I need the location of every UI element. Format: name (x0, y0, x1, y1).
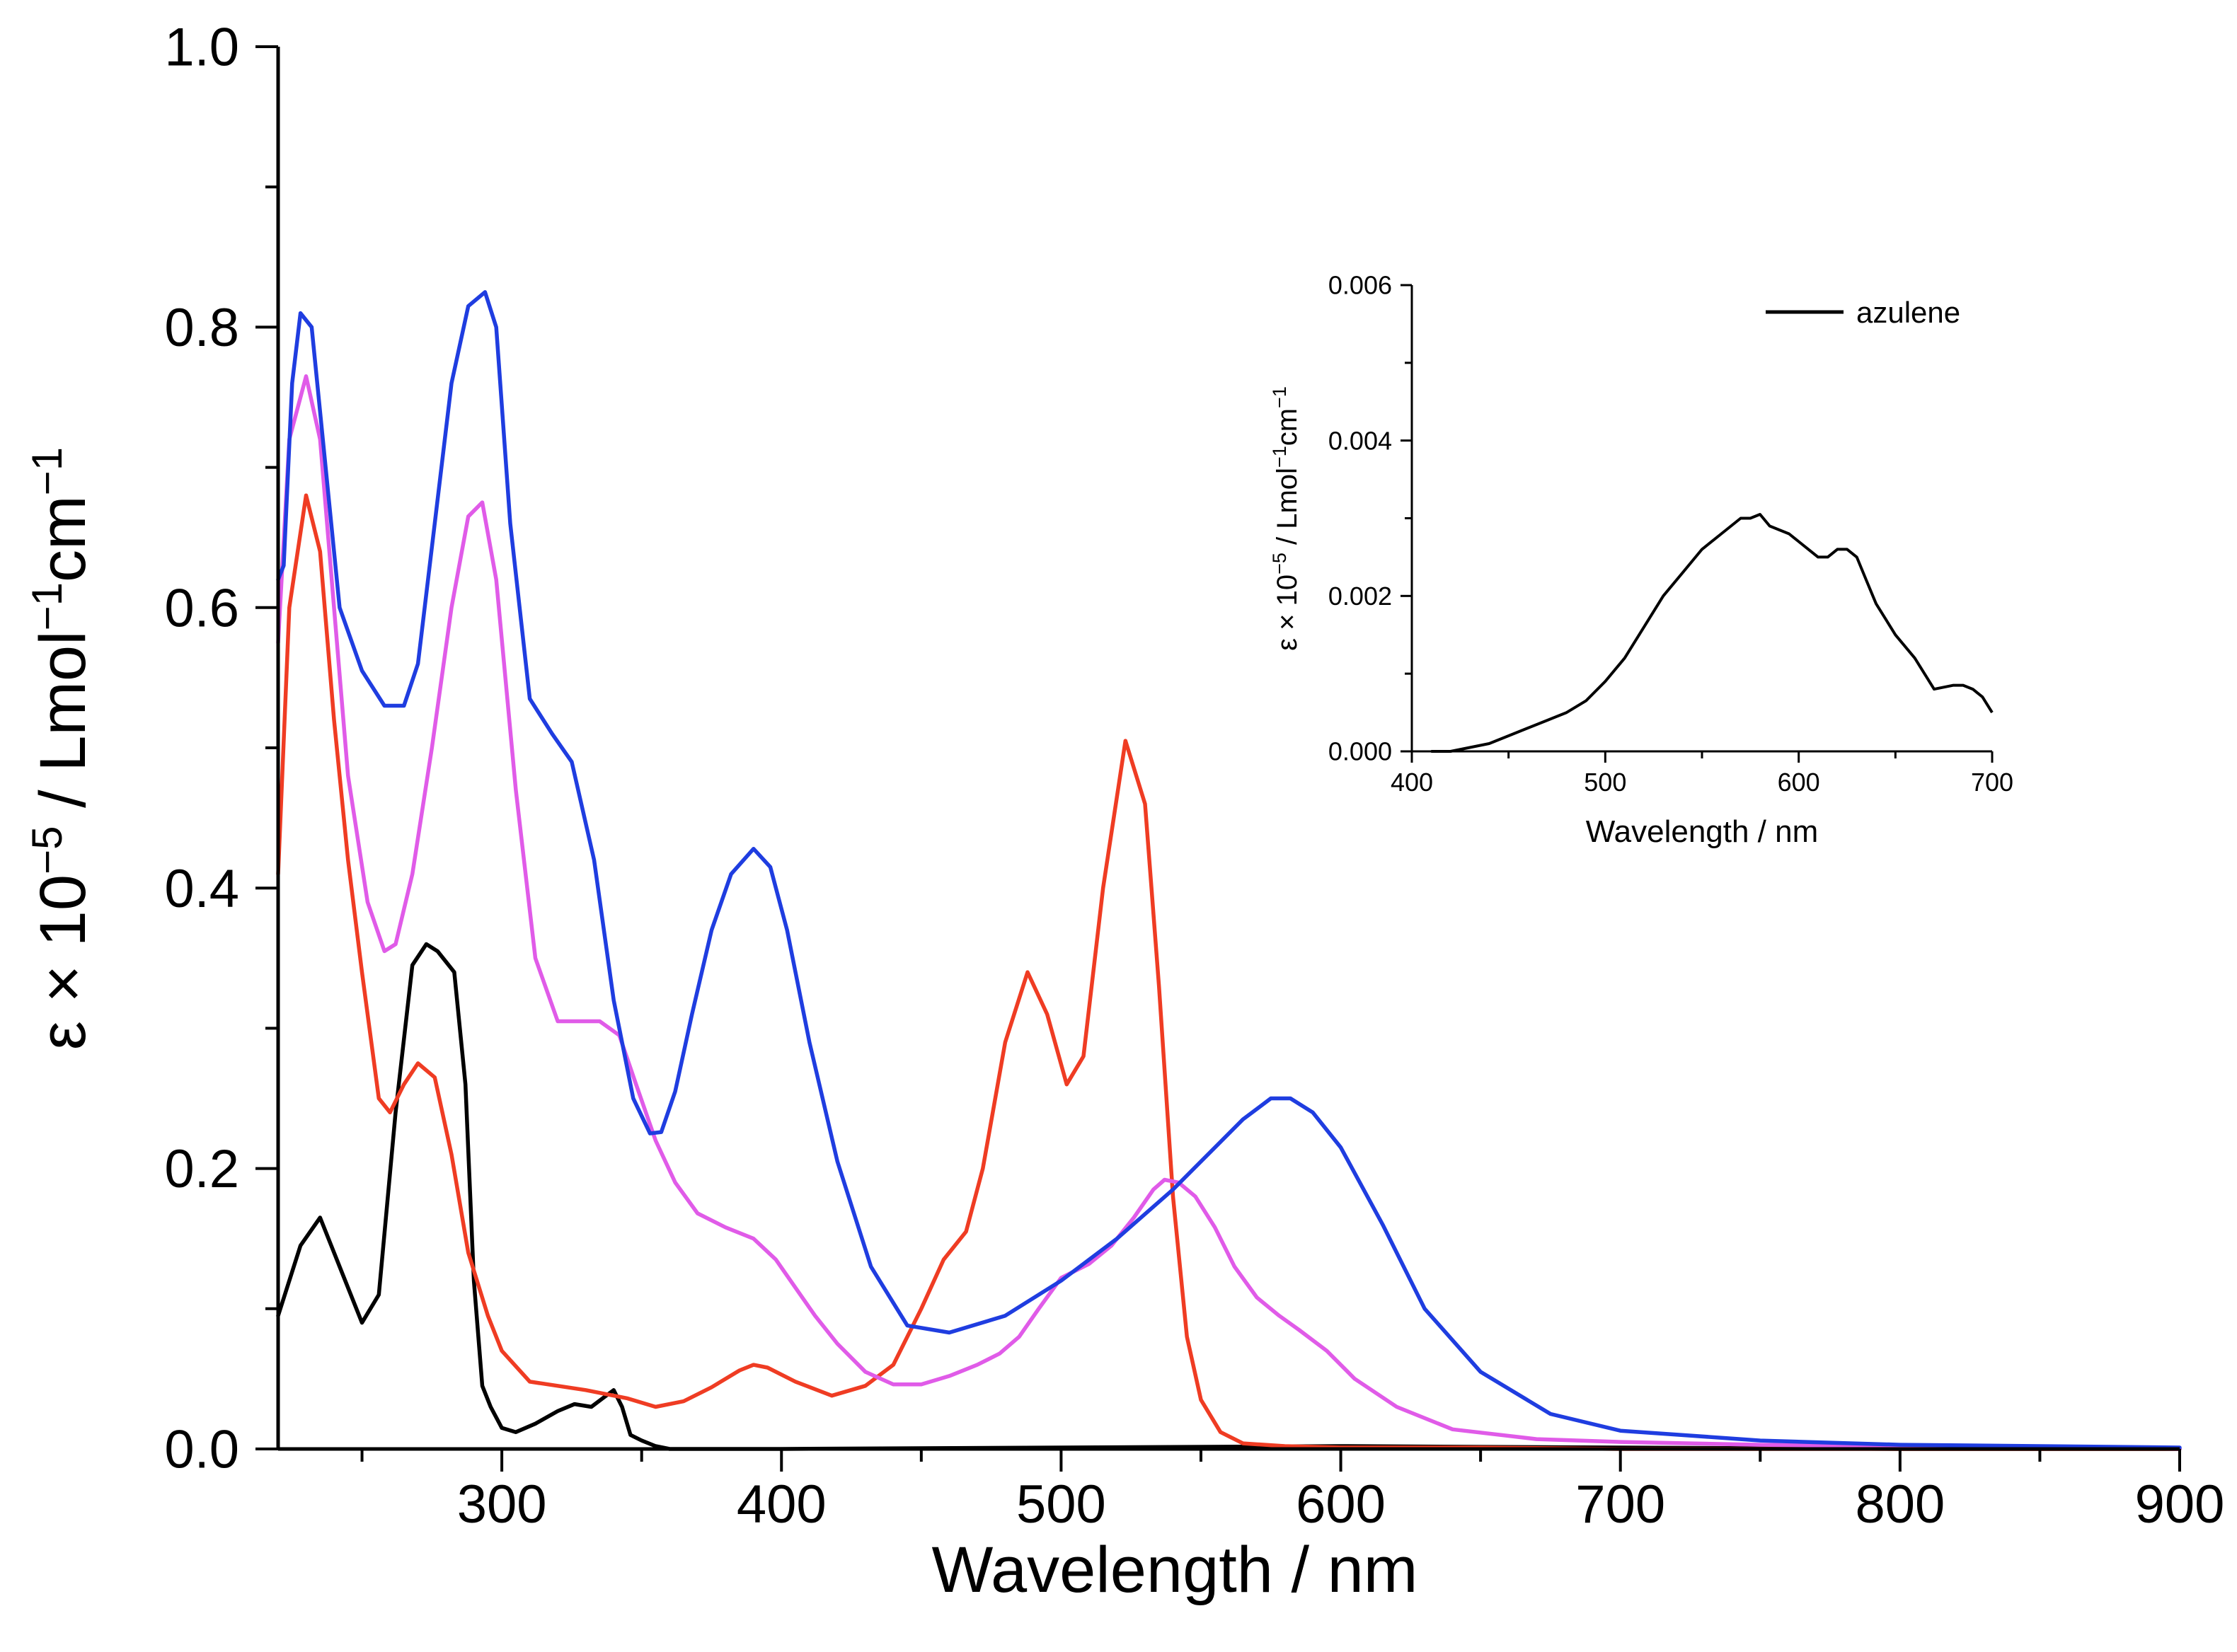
x-tick-label: 500 (1584, 768, 1626, 797)
x-tick-label: 600 (1778, 768, 1820, 797)
main-x-axis-label: Wavelength / nm (932, 1534, 1418, 1606)
inset-y-label-part: ε × 10 (1272, 574, 1303, 651)
series-line-magenta (276, 374, 2182, 1451)
inset-x-ticks: 400 500 600 700 (1391, 751, 2013, 797)
inset-y-label-part: cm (1272, 408, 1303, 446)
inset-plot: 400 500 600 700 0.000 0.002 0.004 0.006 Wavele… (1269, 271, 2013, 849)
x-tick-label: 700 (1575, 1474, 1665, 1535)
main-series-group (276, 290, 2182, 1451)
y-tick-label: 0.002 (1328, 582, 1392, 611)
series-line-azulene (1431, 513, 1994, 753)
y-label-part: / Lmol (27, 630, 99, 826)
series-line-red (276, 493, 2182, 1451)
y-tick-label: 0.004 (1328, 426, 1392, 455)
main-y-axis-label: ε × 10−5 / Lmol−1cm−1 (23, 447, 100, 1050)
y-label-sup: −1 (23, 447, 71, 495)
main-plot: 300 400 500 600 700 800 900 0.0 0.2 0.4 0.6 0.8 1.0… (23, 18, 2225, 1606)
y-tick-label: 0.006 (1328, 271, 1392, 300)
inset-y-axis-label: ε × 10−5 / Lmol−1cm−1 (1269, 386, 1303, 651)
x-tick-label: 400 (1391, 768, 1433, 797)
x-tick-label: 300 (457, 1474, 547, 1535)
main-x-ticks: 300 400 500 600 700 800 900 (360, 1449, 2225, 1535)
series-line-blue (276, 290, 2182, 1450)
y-tick-label: 0.8 (164, 298, 239, 358)
inset-y-label-sup: −5 (1269, 553, 1290, 574)
inset-y-label-part: / Lmol (1272, 468, 1303, 553)
y-tick-label: 0.000 (1328, 737, 1392, 766)
y-tick-label: 0.4 (164, 859, 239, 919)
x-tick-label: 400 (737, 1474, 827, 1535)
inset-y-label-sup: −1 (1269, 386, 1290, 408)
y-label-sup: −1 (23, 582, 71, 630)
inset-legend-label: azulene (1856, 296, 1960, 329)
x-tick-label: 600 (1296, 1474, 1386, 1535)
y-label-sup: −5 (23, 826, 71, 874)
x-tick-label: 800 (1855, 1474, 1945, 1535)
y-tick-label: 0.0 (164, 1420, 239, 1480)
x-tick-label: 500 (1016, 1474, 1106, 1535)
inset-x-axis-label: Wavelength / nm (1586, 814, 1819, 849)
y-tick-label: 0.2 (164, 1139, 239, 1199)
inset-series-group (1431, 513, 1994, 753)
inset-y-label-sup: −1 (1269, 446, 1290, 468)
y-tick-label: 1.0 (164, 18, 239, 78)
x-tick-label: 900 (2135, 1474, 2225, 1535)
inset-y-ticks: 0.000 0.002 0.004 0.006 (1328, 271, 1412, 766)
y-tick-label: 0.6 (164, 578, 239, 638)
y-label-part: cm (27, 495, 99, 582)
inset-legend: azulene (1766, 296, 1960, 329)
y-label-part: ε × 10 (27, 874, 99, 1050)
x-tick-label: 700 (1971, 768, 2013, 797)
main-y-ticks: 0.0 0.2 0.4 0.6 0.8 1.0 (164, 18, 278, 1480)
